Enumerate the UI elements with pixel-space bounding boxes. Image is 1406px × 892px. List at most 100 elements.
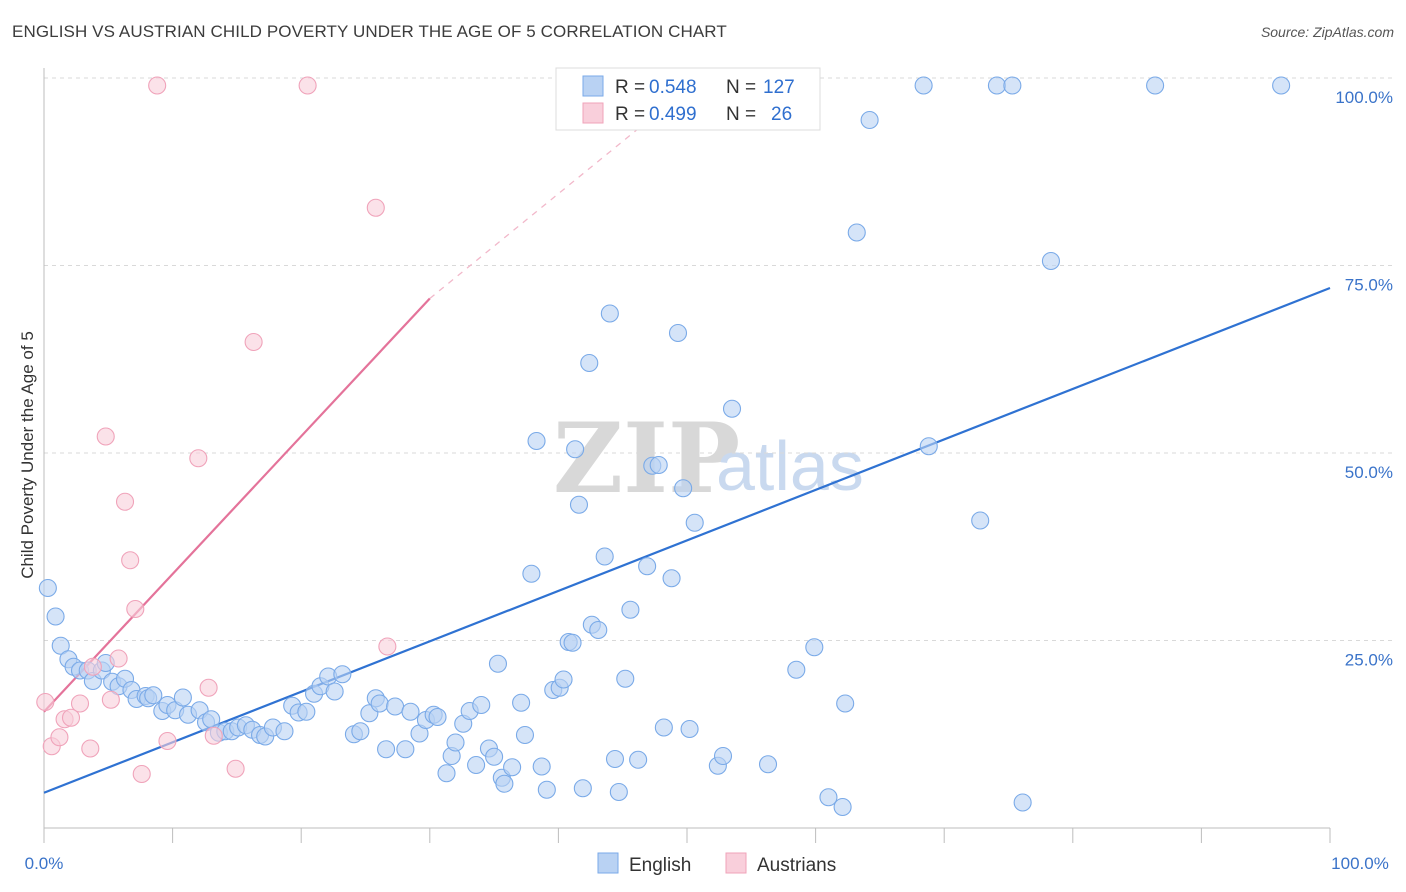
english-point-99 — [668, 323, 688, 343]
legend: English Austrians — [597, 852, 836, 876]
english-point-92 — [621, 600, 640, 619]
english-point-94 — [638, 557, 657, 576]
english-point-109 — [787, 660, 806, 679]
english-point-90 — [609, 782, 628, 802]
austrians-point-22 — [298, 76, 317, 95]
english-point-101 — [680, 719, 699, 739]
english-point-38 — [297, 702, 316, 721]
english-point-124 — [1146, 76, 1165, 95]
english-point-70 — [512, 693, 531, 712]
english-point-49 — [377, 740, 396, 759]
english-point-91 — [616, 669, 635, 688]
austrians-point-0 — [36, 692, 55, 712]
english-point-21 — [173, 688, 192, 707]
stats-r-label-english: R = — [615, 77, 645, 98]
austrians-point-19 — [204, 726, 223, 745]
stats-n-value-english: 127 — [763, 77, 795, 98]
stats-r-value-english: 0.548 — [649, 77, 697, 98]
english-point-100 — [674, 479, 693, 498]
stats-swatch-english — [582, 75, 604, 97]
stats-swatch-austrians — [582, 102, 604, 124]
english-point-51 — [396, 740, 415, 759]
english-point-52 — [401, 702, 420, 721]
english-point-75 — [537, 780, 556, 799]
english-point-98 — [662, 569, 681, 588]
english-point-59 — [446, 733, 465, 752]
austrians-point-21 — [244, 332, 263, 352]
english-point-17 — [144, 686, 163, 705]
english-point-97 — [654, 718, 673, 737]
austrians-point-18 — [199, 678, 218, 697]
legend-swatch-english — [597, 852, 619, 874]
stats-n-label-austrians: N = — [726, 104, 756, 125]
english-point-45 — [351, 722, 370, 741]
english-point-123 — [1041, 251, 1060, 271]
english-points — [38, 76, 1291, 817]
english-point-116 — [847, 223, 866, 242]
austrians-point-6 — [81, 739, 100, 758]
trendline-english — [43, 286, 1331, 794]
english-point-120 — [987, 76, 1006, 95]
english-point-82 — [569, 495, 589, 514]
english-point-78 — [554, 670, 573, 689]
english-point-121 — [1003, 76, 1022, 95]
austrians-point-12 — [121, 551, 140, 570]
english-point-125 — [1272, 76, 1291, 95]
english-point-50 — [386, 697, 405, 716]
legend-label-austrians: Austrians — [757, 855, 836, 876]
austrians-point-5 — [70, 694, 90, 713]
english-point-57 — [437, 764, 456, 783]
english-point-72 — [522, 564, 541, 583]
y-tick-label-75: 75.0% — [1345, 276, 1393, 295]
austrians-point-23 — [366, 198, 385, 217]
austrians-point-4 — [61, 708, 81, 727]
english-point-118 — [919, 437, 938, 456]
english-point-43 — [333, 665, 352, 684]
english-point-65 — [485, 747, 504, 766]
english-point-111 — [805, 638, 824, 657]
english-point-83 — [573, 779, 592, 798]
english-point-86 — [589, 620, 608, 640]
english-point-112 — [819, 788, 838, 807]
english-point-63 — [472, 695, 491, 715]
english-point-88 — [600, 304, 619, 323]
english-point-2 — [51, 636, 70, 655]
english-point-42 — [325, 682, 344, 701]
austrians-point-14 — [132, 764, 151, 784]
austrians-point-11 — [115, 492, 135, 511]
austrians-point-10 — [109, 649, 128, 668]
english-point-119 — [971, 511, 990, 530]
english-point-105 — [713, 746, 733, 766]
y-tick-label-100: 100.0% — [1335, 88, 1393, 107]
y-tick-label-50: 50.0% — [1345, 463, 1393, 482]
watermark-zip: ZIP — [553, 402, 740, 515]
trendline-austrians — [43, 297, 431, 713]
legend-item-english[interactable]: English — [597, 852, 691, 876]
english-point-73 — [527, 431, 546, 451]
watermark-atlas: atlas — [716, 427, 864, 505]
stats-n-value-austrians: 26 — [771, 104, 792, 125]
english-point-115 — [860, 110, 879, 130]
legend-item-austrians[interactable]: Austrians — [725, 852, 836, 876]
english-point-35 — [275, 722, 294, 741]
english-point-81 — [566, 440, 585, 459]
english-point-122 — [1013, 793, 1032, 812]
austrians-point-7 — [83, 657, 102, 676]
english-point-114 — [836, 694, 855, 713]
x-tick-label-max: 100.0% — [1331, 854, 1389, 873]
y-tick-label-25: 25.0% — [1345, 651, 1393, 670]
english-point-62 — [467, 755, 486, 775]
english-point-89 — [605, 749, 625, 769]
stats-box: R = 0.548 N = 127 R = 0.499 N = 26 — [555, 67, 821, 131]
legend-label-english: English — [629, 855, 691, 876]
english-point-66 — [488, 654, 508, 673]
english-point-113 — [833, 797, 852, 817]
y-axis-title: Child Poverty Under the Age of 5 — [18, 331, 37, 579]
austrians-point-20 — [226, 759, 245, 778]
english-point-71 — [515, 725, 535, 745]
english-point-0 — [38, 578, 57, 598]
austrians-points — [36, 76, 397, 784]
english-point-56 — [428, 707, 447, 727]
english-point-108 — [758, 755, 778, 774]
